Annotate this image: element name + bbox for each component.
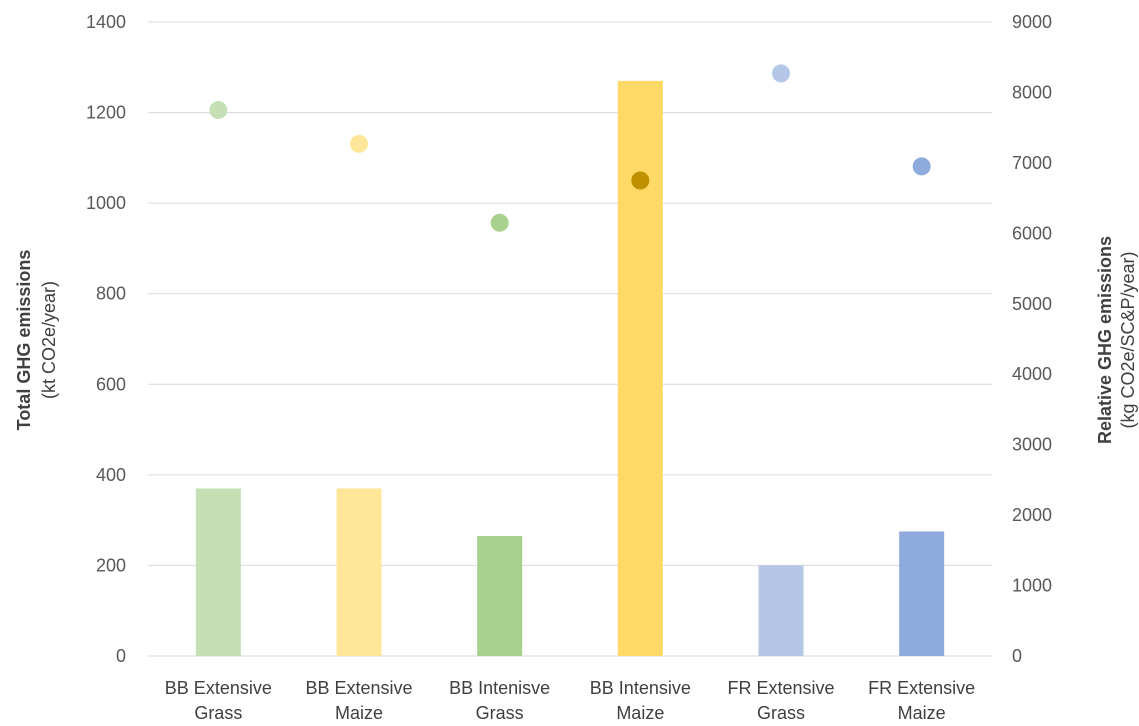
right-tick-layer: 0 1000 2000 3000 4000 5000 6000 7000 8000 9000 — [1012, 12, 1052, 666]
point-layer — [209, 64, 931, 232]
category-label-line: BB Extensive — [305, 678, 412, 698]
category-label: FR Extensive Maize — [868, 678, 975, 723]
data-point — [912, 157, 931, 176]
category-label: BB Intensive Maize — [590, 678, 691, 723]
category-label-line: Maize — [335, 703, 383, 723]
bar-layer — [195, 80, 945, 656]
category-label-line: Grass — [757, 703, 805, 723]
bar — [336, 488, 382, 656]
category-label: BB Extensive Grass — [165, 678, 272, 723]
category-label-line: Grass — [476, 703, 524, 723]
bar — [477, 535, 523, 656]
left-axis-tick-label: 800 — [96, 284, 126, 304]
category-label-line: BB Intensive — [590, 678, 691, 698]
left-axis-tick-label: 400 — [96, 465, 126, 485]
right-axis-title-bold: Relative GHG emissions — [1095, 236, 1115, 444]
right-axis-tick-label: 9000 — [1012, 12, 1052, 32]
data-point — [209, 101, 228, 120]
data-point — [350, 134, 368, 153]
left-axis-tick-label: 1000 — [86, 193, 126, 213]
right-axis-title-unit: (kg CO2e/SC&P/year) — [1118, 251, 1138, 428]
data-point — [772, 64, 790, 83]
left-axis-tick-label: 1400 — [86, 12, 126, 32]
category-label-line: FR Extensive — [727, 678, 834, 698]
right-axis-tick-label: 1000 — [1012, 576, 1052, 596]
left-axis-subtitle: (kt CO2e/year) — [39, 281, 59, 399]
left-axis-tick-label: 200 — [96, 555, 126, 575]
category-label-line: FR Extensive — [868, 678, 975, 698]
left-axis-title-bold: Total GHG emissions — [14, 250, 34, 431]
category-label-line: Maize — [616, 703, 664, 723]
bar — [899, 531, 945, 656]
category-label-line: Maize — [898, 703, 946, 723]
right-axis-tick-label: 2000 — [1012, 505, 1052, 525]
category-label-line: Grass — [194, 703, 242, 723]
category-label-line: BB Extensive — [165, 678, 272, 698]
left-axis-title: Total GHG emissions — [14, 250, 34, 431]
category-label: BB Extensive Maize — [305, 678, 412, 723]
category-label-line: BB Intenisve — [449, 678, 550, 698]
right-axis-title: Relative GHG emissions — [1095, 236, 1115, 444]
bar — [758, 565, 804, 656]
right-axis-tick-label: 4000 — [1012, 364, 1052, 384]
category-label: BB Intenisve Grass — [449, 678, 550, 723]
data-point — [631, 171, 650, 190]
right-axis-tick-label: 7000 — [1012, 153, 1052, 173]
grid-layer — [148, 21, 992, 657]
right-axis-tick-label: 8000 — [1012, 82, 1052, 102]
left-axis-tick-label: 600 — [96, 374, 126, 394]
right-axis-tick-label: 6000 — [1012, 223, 1052, 243]
right-axis-tick-label: 0 — [1012, 646, 1022, 666]
left-axis-title-unit: (kt CO2e/year) — [39, 281, 59, 399]
left-axis-tick-label: 0 — [116, 646, 126, 666]
right-axis-subtitle: (kg CO2e/SC&P/year) — [1118, 251, 1138, 428]
category-label: FR Extensive Grass — [727, 678, 834, 723]
left-tick-layer: 0 200 400 600 800 1000 1200 1400 — [86, 12, 126, 666]
right-axis-tick-label: 3000 — [1012, 435, 1052, 455]
bar — [617, 80, 663, 656]
right-axis-tick-label: 5000 — [1012, 294, 1052, 314]
data-point — [490, 213, 509, 232]
bar — [195, 488, 241, 656]
left-axis-tick-label: 1200 — [86, 103, 126, 123]
